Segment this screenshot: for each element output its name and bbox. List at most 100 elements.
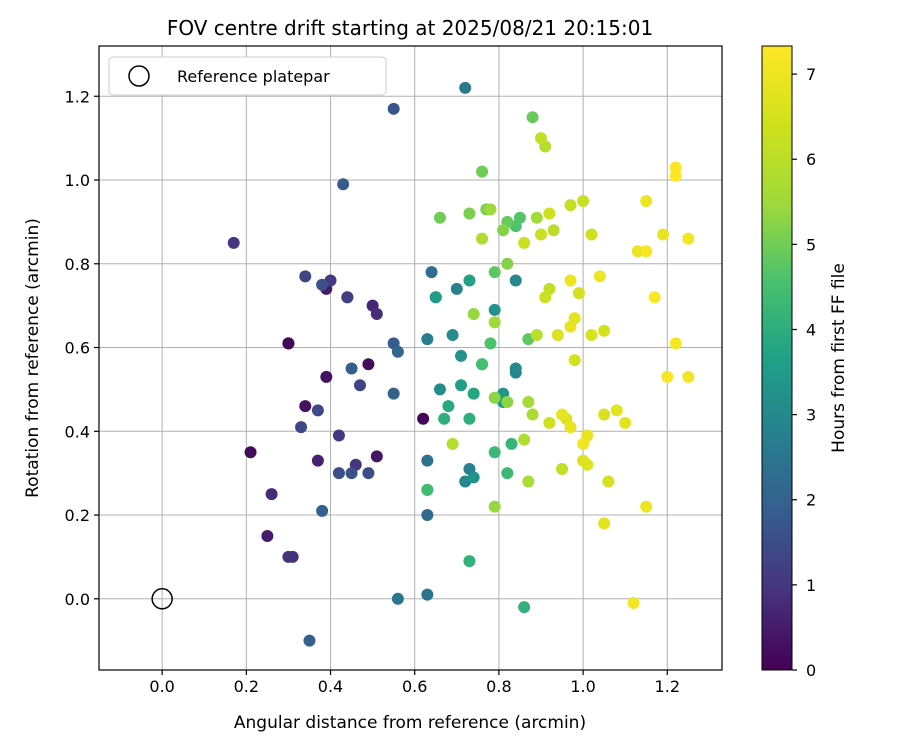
data-point [682,232,695,245]
data-point [669,337,682,350]
data-point [501,257,514,270]
data-point [585,328,598,341]
data-point [640,194,653,207]
data-point [295,421,308,434]
data-point [640,500,653,513]
data-point [627,596,640,609]
data-point [429,291,442,304]
data-point [522,475,535,488]
colorbar-tick-label: 2 [806,491,816,510]
data-point [556,462,569,475]
data-point [391,345,404,358]
data-point [556,408,569,421]
data-point [526,111,539,124]
data-point [648,291,661,304]
data-point [669,169,682,182]
legend-box [108,56,387,96]
data-point [530,211,543,224]
data-point [227,236,240,249]
data-point [534,228,547,241]
data-point [467,471,480,484]
data-point [513,211,526,224]
data-point [518,433,531,446]
data-point [433,383,446,396]
data-point [530,328,543,341]
data-point [299,270,312,283]
y-tick-label: 0.6 [65,339,90,358]
colorbar-tick-label: 6 [806,150,816,169]
data-point [421,588,434,601]
data-point [311,404,324,417]
plot-frame [98,45,723,671]
data-point [564,320,577,333]
data-point [572,287,585,300]
data-point [682,370,695,383]
data-point [581,458,594,471]
colorbar-tick-label: 7 [806,65,816,84]
data-point [442,400,455,413]
data-point [345,362,358,375]
data-point [610,404,623,417]
data-point [370,308,383,321]
colorbar-ticks: 0 1 2 3 4 5 6 7 [792,65,816,680]
data-point [391,592,404,605]
data-point [316,278,329,291]
data-point [488,446,501,459]
data-point [497,224,510,237]
data-point [433,211,446,224]
data-point [509,362,522,375]
data-point [476,358,489,371]
colorbar-tick-label: 4 [806,320,816,339]
data-point [598,517,611,530]
data-point [387,387,400,400]
data-point [438,412,451,425]
y-tick-label: 1.2 [65,87,90,106]
data-point [362,358,375,371]
legend: Reference platepar [108,56,387,96]
data-point [484,337,497,350]
x-tick-label: 0.4 [318,677,343,696]
data-point [353,379,366,392]
data-point [387,102,400,115]
data-point [577,437,590,450]
data-point [332,429,345,442]
data-point [320,370,333,383]
data-point [341,291,354,304]
data-point [455,349,468,362]
data-point [488,391,501,404]
data-point [564,274,577,287]
legend-label-reference: Reference platepar [177,67,330,86]
data-point [370,450,383,463]
x-axis-ticks: 0.0 0.2 0.4 0.6 0.8 1.0 1.2 [149,670,680,696]
data-point [526,408,539,421]
data-point [547,224,560,237]
data-point [345,467,358,480]
colorbar-label: Hours from first FF file [829,263,849,453]
data-point [488,266,501,279]
data-point [332,467,345,480]
x-tick-label: 0.6 [402,677,427,696]
data-point [467,387,480,400]
data-point [463,412,476,425]
data-point [459,81,472,94]
colorbar: 0 1 2 3 4 5 6 7 Hours from first FF file [761,45,849,680]
chart-title: FOV centre drift starting at 2025/08/21 … [167,16,653,40]
data-point [509,274,522,287]
data-point [282,550,295,563]
y-tick-label: 0.8 [65,255,90,274]
data-point [337,178,350,191]
data-point [593,270,606,283]
data-point [299,400,312,413]
data-point [484,203,497,216]
data-point [640,245,653,258]
colorbar-tick-label: 1 [806,576,816,595]
data-point [577,194,590,207]
y-tick-label: 1.0 [65,171,90,190]
data-point [518,236,531,249]
data-points [227,81,695,647]
data-point [505,437,518,450]
data-point [421,454,434,467]
data-point [602,475,615,488]
data-point [463,274,476,287]
data-point [661,370,674,383]
